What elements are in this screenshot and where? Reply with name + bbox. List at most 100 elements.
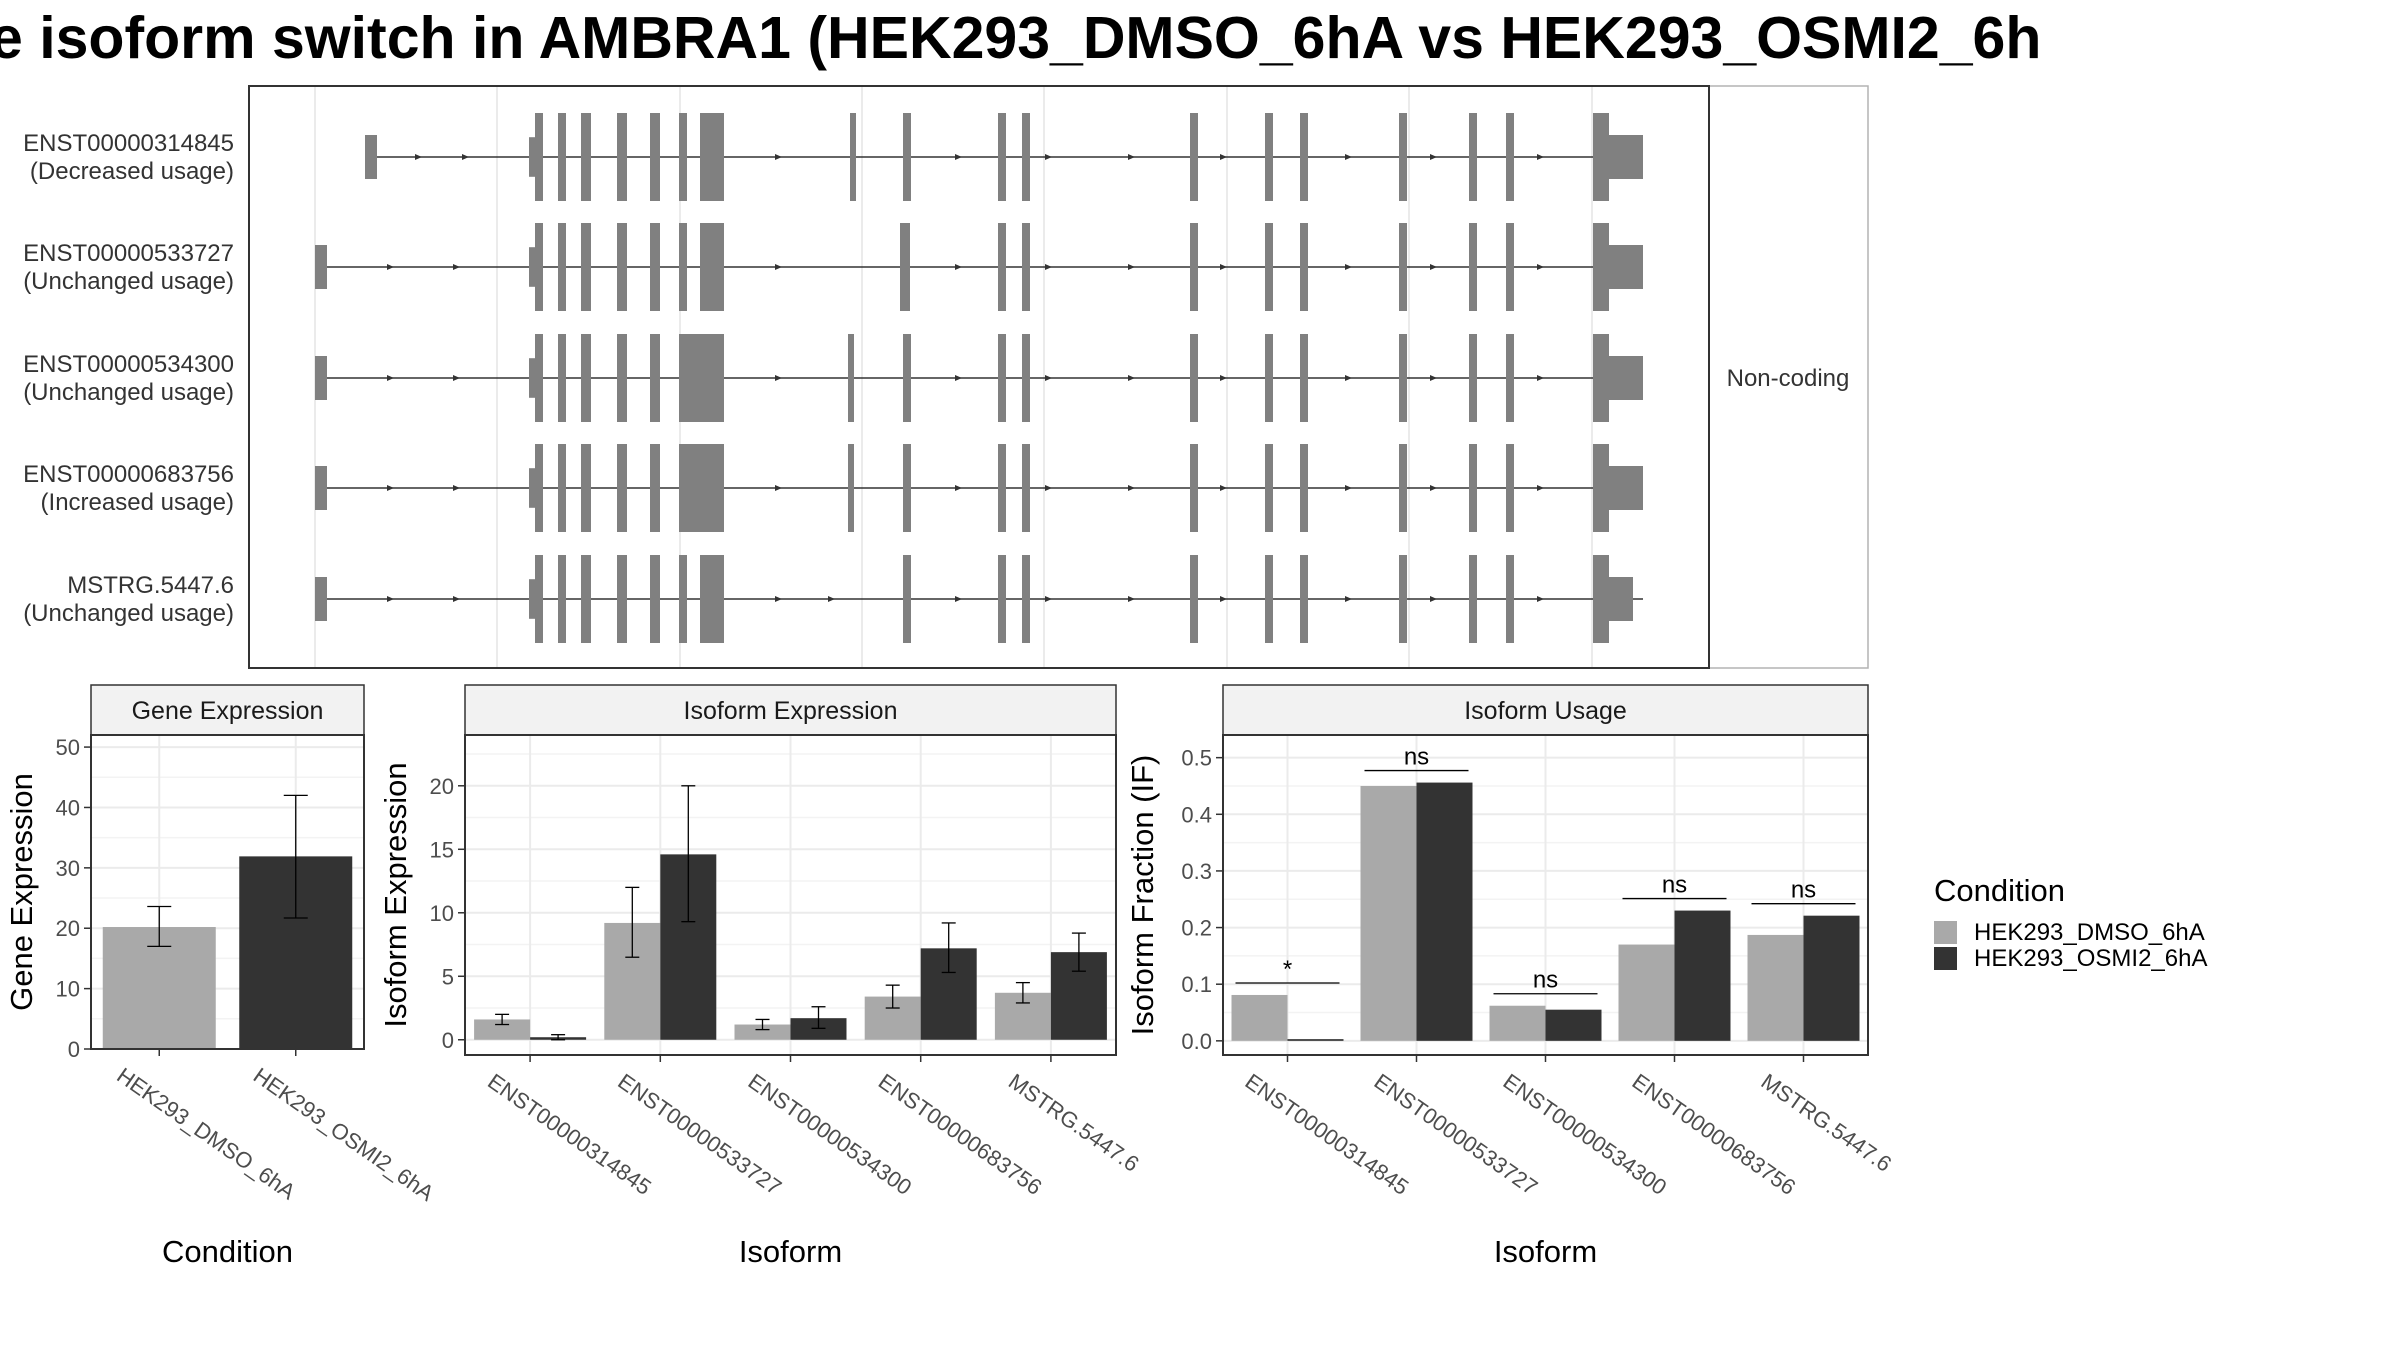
y-axis-title: Gene Expression [4,773,39,1011]
intron-direction-arrow [775,485,782,491]
intron-direction-arrow [1220,264,1227,270]
intron-direction-arrow [1220,485,1227,491]
large-exon [680,444,724,532]
exon [1469,555,1477,643]
intron-direction-arrow [1045,154,1052,160]
intron-direction-arrow [775,375,782,381]
exon [535,223,543,311]
exon [848,444,854,532]
intron-direction-arrow [1430,264,1437,270]
utr-exon [1609,135,1643,179]
first-exon [315,466,327,510]
exon [998,113,1006,201]
exon [617,444,627,532]
exon [1469,334,1477,422]
transcript-row-ENST00000533727 [315,223,1643,311]
exon [535,113,543,201]
transcript-row-ENST00000683756 [315,444,1643,532]
bar-ENST00000314845-HEK293_DMSO_6hA [1231,994,1288,1041]
intron-direction-arrow [1537,154,1544,160]
intron-direction-arrow [1128,264,1135,270]
transcript-usage-label: (Decreased usage) [30,158,234,185]
intron-direction-arrow [828,596,835,602]
exon [998,444,1006,532]
y-tick-label: 15 [430,837,454,862]
utr-exon [1609,577,1633,621]
y-tick-label: 5 [442,964,454,989]
y-tick-label: 20 [430,774,454,799]
intron-direction-arrow [1430,154,1437,160]
exon [1506,444,1514,532]
y-tick-label: 40 [56,795,80,820]
intron-direction-arrow [775,596,782,602]
exon [1506,334,1514,422]
figure-title: e isoform switch in AMBRA1 (HEK293_DMSO_… [0,5,2041,71]
exon [529,137,539,177]
exon [581,334,591,422]
legend-swatch [1934,947,1957,970]
gene-expression-panel: Gene Expression01020304050HEK293_DMSO_6h… [4,684,439,1269]
exon [679,223,687,311]
panel-strip-title: Gene Expression [132,697,324,725]
y-tick-label: 50 [56,735,80,760]
intron-direction-arrow [775,264,782,270]
intron-direction-arrow [1045,375,1052,381]
intron-direction-arrow [955,596,962,602]
intron-direction-arrow [1430,485,1437,491]
exon [1506,113,1514,201]
panel-strip [1222,684,1869,736]
transcript-usage-label: (Increased usage) [41,489,234,516]
intron-direction-arrow [1345,154,1352,160]
first-exon [315,356,327,400]
exon [1190,334,1198,422]
transcript-id-label: MSTRG.5447.6 [67,572,234,599]
intron-direction-arrow [462,154,469,160]
exon [558,334,566,422]
exon [1399,444,1407,532]
legend-item-label: HEK293_OSMI2_6hA [1974,945,2207,972]
exon [529,358,539,398]
isoform-usage-panel: Isoform Usage * ns ns ns ns 0.0 0.1 0.2 0.3 0.4 0.5… [1125,684,1897,1269]
large-exon [700,223,724,311]
bar-ENST00000314845-HEK293_DMSO_6hA [474,1019,531,1040]
utr-exon [1609,356,1643,400]
transcript-row-ENST00000534300 [315,334,1643,422]
last-coding-exon [1593,223,1609,311]
exon [1399,223,1407,311]
bar-HEK293_DMSO_6hA [102,927,216,1049]
intron-direction-arrow [1128,375,1135,381]
x-tick-label: MSTRG.5447.6 [1004,1069,1144,1177]
exon [1265,555,1273,643]
exon [1469,113,1477,201]
intron-direction-arrow [1537,485,1544,491]
exon [903,113,911,201]
bar-ENST00000534300-HEK293_OSMI2_6hA [1545,1009,1602,1041]
exon [650,334,660,422]
intron-direction-arrow [453,485,460,491]
exon [1300,113,1308,201]
exon [529,247,539,287]
intron-direction-arrow [955,375,962,381]
exon [1022,334,1030,422]
panel-strip [90,684,365,736]
first-exon [315,245,327,289]
y-tick-label: 0 [442,1028,454,1053]
intron-direction-arrow [1045,596,1052,602]
y-tick-label: 0.5 [1181,746,1212,771]
y-tick-label: 0.2 [1181,916,1212,941]
exon [1399,334,1407,422]
exon [558,444,566,532]
intron-direction-arrow [1220,375,1227,381]
exon [1300,444,1308,532]
transcript-usage-label: (Unchanged usage) [23,268,234,295]
exon [617,223,627,311]
exon [617,555,627,643]
exon [903,334,911,422]
intron-direction-arrow [1430,375,1437,381]
exon [998,223,1006,311]
x-tick-label: MSTRG.5447.6 [1757,1069,1897,1177]
intron-direction-arrow [1045,485,1052,491]
exon [558,113,566,201]
first-exon [365,135,377,179]
